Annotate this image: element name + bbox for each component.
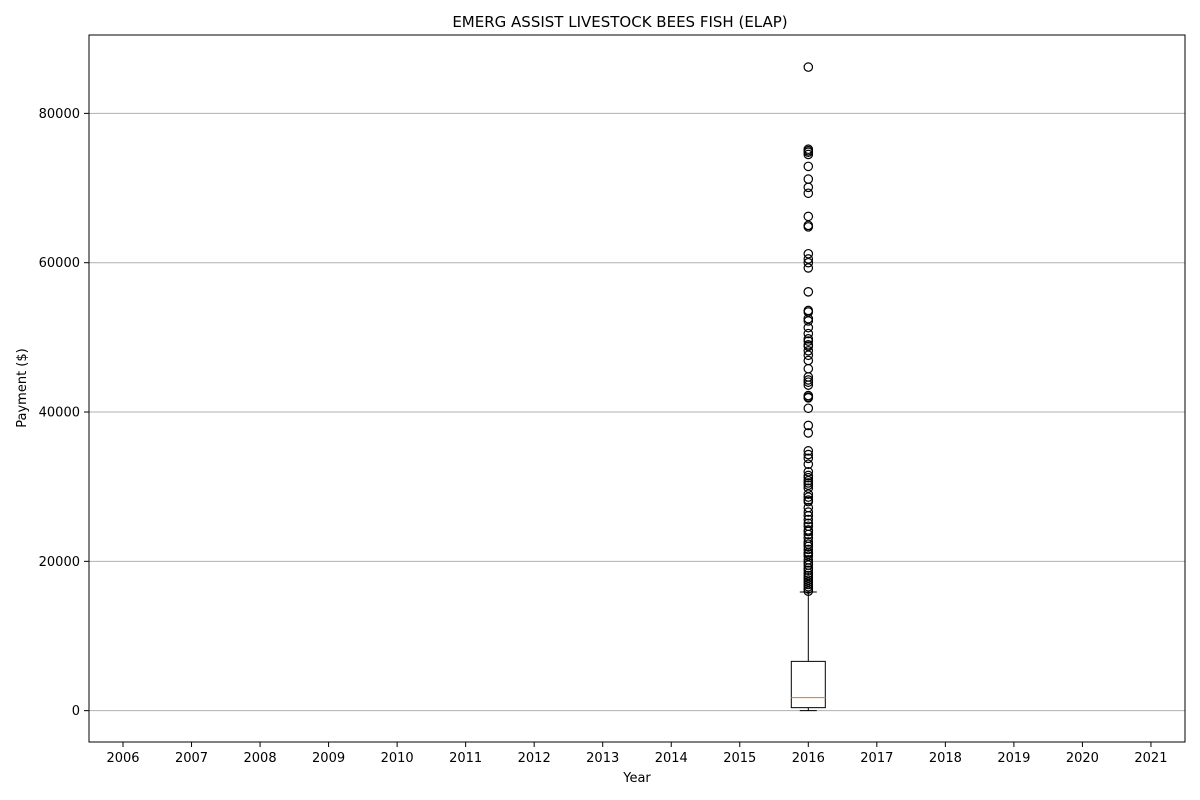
outlier-point bbox=[803, 350, 814, 361]
y-tick-label: 40000 bbox=[39, 406, 80, 421]
outlier-point bbox=[803, 586, 814, 596]
outlier-point bbox=[803, 211, 814, 222]
outlier-point bbox=[803, 507, 814, 517]
x-tick-label: 2011 bbox=[449, 751, 482, 766]
outlier-point bbox=[803, 489, 814, 499]
y-tick-label: 0 bbox=[72, 704, 80, 719]
outlier-point bbox=[803, 459, 814, 470]
y-tick-label: 60000 bbox=[39, 256, 80, 271]
x-tick-label: 2021 bbox=[1134, 751, 1167, 766]
outlier-point bbox=[803, 510, 814, 521]
outlier-point bbox=[803, 496, 814, 507]
outlier-point bbox=[803, 380, 814, 390]
x-tick-label: 2015 bbox=[723, 751, 756, 766]
outlier-point bbox=[803, 355, 814, 366]
outlier-point bbox=[803, 257, 814, 268]
outlier-point bbox=[803, 336, 814, 346]
x-tick-label: 2017 bbox=[860, 751, 893, 766]
x-tick-label: 2009 bbox=[312, 751, 345, 766]
iqr-box bbox=[790, 660, 826, 709]
x-axis-label: Year bbox=[622, 771, 651, 786]
outlier-point bbox=[803, 514, 814, 525]
outlier-point bbox=[803, 188, 814, 199]
box-series bbox=[790, 62, 826, 712]
outlier-point bbox=[803, 222, 814, 232]
x-tick-label: 2019 bbox=[997, 751, 1030, 766]
x-tick-label: 2006 bbox=[106, 751, 139, 766]
x-tick-label: 2013 bbox=[586, 751, 619, 766]
outlier-point bbox=[803, 345, 814, 356]
outlier-point bbox=[803, 328, 814, 339]
x-tick-label: 2008 bbox=[244, 751, 277, 766]
outlier-point bbox=[803, 541, 814, 552]
outlier-point bbox=[803, 492, 814, 502]
outlier-point bbox=[803, 287, 814, 297]
y-axis-ticks: 0 20000 40000 60000 80000 bbox=[39, 107, 89, 719]
outlier-point bbox=[803, 322, 814, 333]
outlier-point bbox=[803, 149, 814, 160]
outlier-point bbox=[803, 377, 814, 387]
outlier-point bbox=[803, 529, 814, 540]
outlier-point bbox=[803, 403, 814, 414]
outlier-point bbox=[803, 182, 814, 193]
x-tick-label: 2012 bbox=[518, 751, 551, 766]
x-tick-label: 2018 bbox=[929, 751, 962, 766]
chart-title: EMERG ASSIST LIVESTOCK BEES FISH (ELAP) bbox=[452, 13, 787, 31]
outlier-point bbox=[803, 453, 814, 464]
outlier-point bbox=[803, 393, 814, 403]
outlier-point bbox=[803, 161, 814, 172]
outlier-point bbox=[803, 472, 814, 483]
outlier-point bbox=[803, 446, 814, 456]
y-tick-label: 20000 bbox=[39, 555, 80, 570]
gridlines bbox=[89, 112, 1185, 712]
x-tick-label: 2016 bbox=[792, 751, 825, 766]
outlier-point bbox=[803, 263, 814, 273]
plot-frame bbox=[88, 34, 1186, 743]
outlier-point bbox=[803, 544, 814, 555]
x-tick-label: 2014 bbox=[655, 751, 688, 766]
outlier-point bbox=[803, 565, 814, 576]
outlier-point bbox=[803, 526, 814, 537]
outlier-point bbox=[803, 449, 814, 460]
x-tick-label: 2010 bbox=[381, 751, 414, 766]
x-tick-label: 2007 bbox=[175, 751, 208, 766]
outlier-point bbox=[803, 62, 814, 72]
y-axis-label: Payment ($) bbox=[15, 348, 30, 427]
outlier-point bbox=[803, 316, 814, 326]
outlier-point bbox=[803, 363, 814, 374]
x-axis-ticks: 2006 2007 2008 2009 2010 2011 2012 2013 2014 2015… bbox=[106, 742, 1167, 766]
x-tick-label: 2020 bbox=[1066, 751, 1099, 766]
outlier-point bbox=[803, 174, 814, 184]
y-tick-label: 80000 bbox=[39, 107, 80, 122]
outlier-point bbox=[803, 428, 814, 438]
outlier-point bbox=[803, 420, 814, 431]
